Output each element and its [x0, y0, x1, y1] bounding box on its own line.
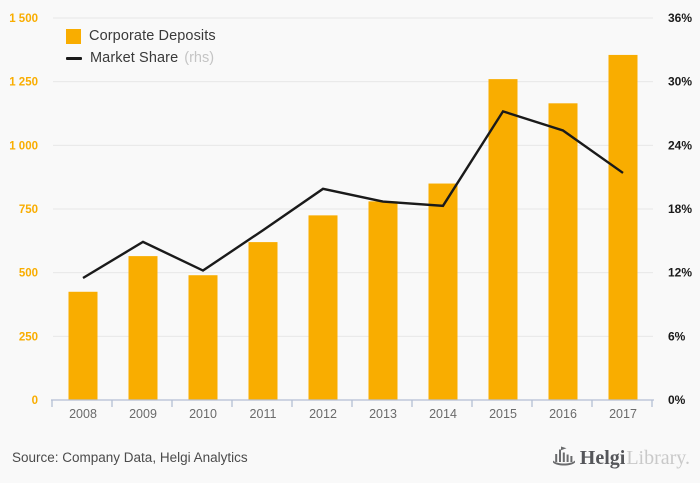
x-axis-year-label: 2017	[609, 407, 637, 421]
source-text: Source: Company Data, Helgi Analytics	[12, 449, 248, 465]
bar-2015	[488, 79, 518, 401]
x-axis-year-label: 2015	[489, 407, 517, 421]
bar-2009	[128, 256, 158, 400]
x-axis-year-label: 2016	[549, 407, 577, 421]
x-axis-year-label: 2014	[429, 407, 457, 421]
bar-2016	[548, 103, 578, 401]
footer: Source: Company Data, Helgi Analytics He…	[0, 435, 700, 483]
left-axis-tick-label: 0	[32, 395, 38, 407]
right-axis-tick-label: 0%	[668, 393, 686, 407]
bar-2011	[248, 242, 278, 400]
legend-line-swatch	[66, 56, 82, 60]
logo-text-helgi: Helgi	[579, 447, 626, 469]
bar-2008	[68, 291, 98, 400]
helgi-library-logo: Helgi Library.	[552, 446, 690, 468]
left-axis-tick-label: 1 250	[9, 77, 38, 89]
right-axis-tick-label: 24%	[668, 138, 692, 152]
logo-text-library: Library.	[626, 447, 690, 469]
bar-2017	[608, 54, 638, 400]
legend-item-corporate-deposits: Corporate Deposits	[66, 27, 216, 45]
right-axis-tick-label: 30%	[668, 75, 692, 89]
bar-2013	[368, 201, 398, 400]
legend: Corporate Deposits Market Share (rhs)	[66, 27, 216, 67]
legend-item-market-share: Market Share (rhs)	[66, 49, 216, 67]
right-axis-tick-label: 36%	[668, 11, 692, 25]
legend-label: Corporate Deposits	[89, 28, 216, 44]
right-axis-tick-label: 6%	[668, 329, 686, 343]
right-axis-tick-label: 18%	[668, 202, 692, 216]
helgi-ship-icon	[552, 446, 575, 466]
x-axis-year-label: 2012	[309, 407, 337, 421]
left-axis-tick-label: 250	[19, 331, 38, 343]
x-axis-year-label: 2010	[189, 407, 217, 421]
legend-label: Market Share	[90, 50, 179, 66]
left-axis-tick-label: 500	[19, 268, 38, 280]
market-share-line	[82, 109, 624, 280]
bar-2010	[188, 275, 218, 400]
x-axis-year-label: 2011	[250, 407, 277, 421]
x-axis-year-label: 2013	[369, 407, 397, 421]
x-axis-year-label: 2009	[129, 407, 157, 421]
left-axis-tick-label: 1 500	[9, 13, 38, 25]
left-axis-tick-label: 1 000	[9, 140, 38, 152]
left-axis-tick-label: 750	[19, 204, 38, 216]
x-axis-year-label: 2008	[69, 407, 97, 421]
chart-canvas: 1 500 36% 1 250 30% 1 000 24% 750 18% 500 12% 250 6…	[9, 11, 692, 421]
bar-2012	[308, 215, 338, 400]
right-axis-tick-label: 12%	[668, 266, 692, 280]
legend-bar-swatch	[66, 28, 81, 44]
legend-label-suffix: (rhs)	[184, 50, 215, 66]
bar-2014	[428, 183, 458, 400]
